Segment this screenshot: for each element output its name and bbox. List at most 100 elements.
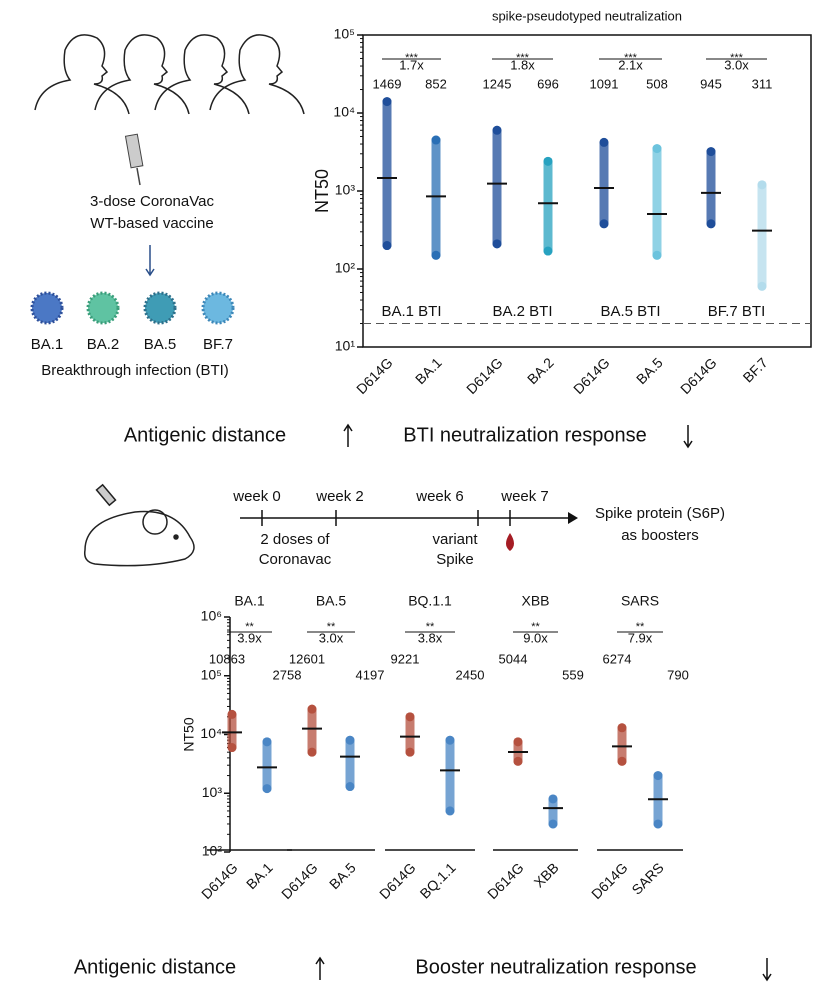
max-point: [382, 97, 392, 107]
max-point: [492, 125, 502, 135]
max-point: [653, 771, 663, 781]
y-tick-label: 10⁴: [200, 725, 222, 741]
min-point: [757, 281, 767, 291]
fold-change: 3.0x: [319, 630, 344, 645]
median-label: 1245: [483, 76, 512, 91]
y-tick-label: 10⁵: [334, 26, 355, 42]
significance: **: [327, 621, 336, 633]
group-label: BA.1: [234, 593, 265, 609]
min-point: [262, 784, 272, 794]
max-point: [227, 709, 237, 719]
up-arrow: [343, 423, 353, 447]
median-label: 6274: [603, 651, 632, 666]
summary-text: BTI neutralization response: [403, 424, 646, 446]
fold-change: 3.0x: [724, 57, 749, 72]
median-label: 696: [537, 76, 559, 91]
variant-label: BA.2: [87, 336, 120, 353]
people-icons: [34, 34, 305, 115]
booster-text: as boosters: [621, 527, 699, 544]
max-point: [543, 156, 553, 166]
week-label: week 7: [500, 488, 549, 505]
x-tick-label: BA.2: [524, 354, 557, 387]
booster-text: Spike protein (S6P): [595, 505, 725, 522]
timeline-note: Coronavac: [259, 551, 332, 568]
median-label: 1091: [590, 76, 619, 91]
min-point: [599, 219, 609, 229]
significance: **: [245, 621, 254, 633]
up-arrow: [315, 956, 325, 980]
median-label: 1469: [373, 76, 402, 91]
down-arrow: [762, 958, 772, 982]
median-label: 9221: [391, 651, 420, 666]
group-label: BA.5 BTI: [600, 303, 660, 320]
max-point: [706, 147, 716, 157]
y-tick-label: 10⁶: [201, 608, 222, 624]
week-label: week 6: [415, 488, 464, 505]
significance: ***: [516, 52, 530, 64]
timeline-note: 2 doses of: [260, 531, 330, 548]
min-point: [543, 246, 553, 256]
x-tick-label: D614G: [677, 354, 720, 397]
week-label: week 2: [315, 488, 364, 505]
syringe: [124, 133, 144, 186]
timeline-note: Spike: [436, 551, 474, 568]
chart-title: spike-pseudotyped neutralization: [492, 8, 682, 23]
x-tick-label: BA.5: [326, 859, 359, 892]
x-tick-label: D614G: [278, 859, 321, 902]
median-label: 2450: [456, 667, 485, 682]
arrow: [145, 245, 155, 277]
fold-change: 1.7x: [399, 57, 424, 72]
x-tick-label: BA.1: [243, 859, 276, 892]
significance: ***: [624, 52, 638, 64]
caption: Breakthrough infection (BTI): [41, 362, 229, 379]
x-tick-label: BF.7: [740, 354, 771, 385]
median-label: 311: [752, 76, 773, 91]
y-tick-label: 10²: [335, 260, 356, 276]
timeline-ticks: [261, 510, 511, 526]
fold-change: 2.1x: [618, 57, 643, 72]
fold-change: 3.9x: [237, 630, 262, 645]
x-tick-label: BA.5: [633, 354, 666, 387]
group-label: SARS: [621, 593, 659, 609]
y-axis-label: NT50: [312, 169, 332, 213]
significance: **: [426, 621, 435, 633]
group-label: BQ.1.1: [408, 593, 452, 609]
significance: ***: [730, 52, 744, 64]
max-point: [599, 137, 609, 147]
max-point: [548, 794, 558, 804]
fold-change: 7.9x: [628, 630, 653, 645]
median-label: 12601: [289, 651, 325, 666]
min-point: [445, 806, 455, 816]
min-point: [227, 743, 237, 753]
median-label: 559: [562, 667, 584, 682]
median-label: 10863: [209, 651, 245, 666]
x-tick-label: D614G: [198, 859, 241, 902]
y-tick-label: 10³: [335, 182, 356, 198]
min-point: [653, 819, 663, 829]
x-tick-label: BQ.1.1: [417, 859, 459, 901]
group-label: BA.5: [316, 593, 347, 609]
min-point: [513, 756, 523, 766]
max-point: [513, 737, 523, 747]
min-point: [492, 239, 502, 249]
fold-change: 9.0x: [523, 630, 548, 645]
x-tick-label: D614G: [570, 354, 613, 397]
max-point: [445, 735, 455, 745]
vaccine-text: 3-dose CoronaVac: [90, 193, 214, 210]
max-point: [345, 735, 355, 745]
variant-label: BA.1: [31, 336, 64, 353]
vaccine-text: WT-based vaccine: [90, 215, 213, 232]
x-tick-label: D614G: [376, 859, 419, 902]
max-point: [405, 712, 415, 722]
median-label: 852: [425, 76, 447, 91]
median-label: 4197: [356, 667, 385, 682]
x-tick-label: D614G: [588, 859, 631, 902]
median-label: 945: [700, 76, 722, 91]
max-point: [431, 135, 441, 145]
min-point: [652, 250, 662, 260]
variant-label: BA.5: [144, 336, 177, 353]
min-point: [345, 782, 355, 792]
y-tick-label: 10⁴: [333, 104, 355, 120]
x-tick-label: BA.1: [412, 354, 445, 387]
